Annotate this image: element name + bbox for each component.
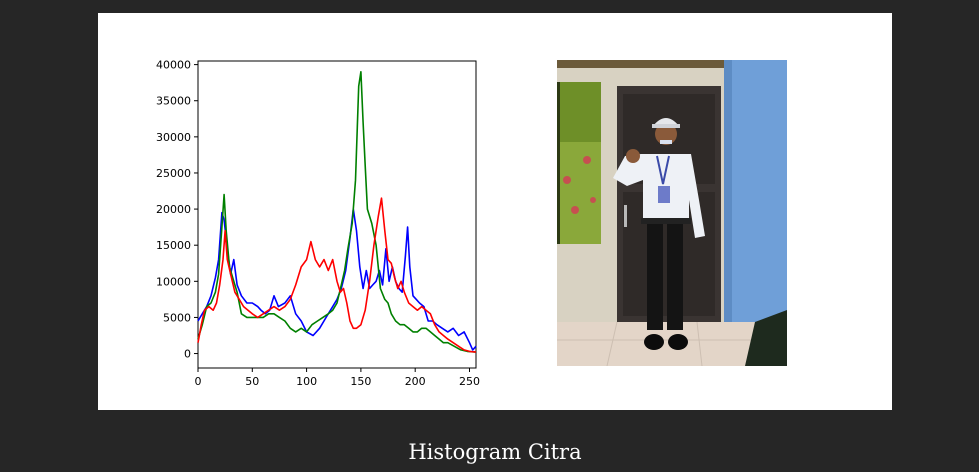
series-layer [197,70,477,353]
x-tick-label: 100 [296,375,317,388]
histogram-series-line-1 [197,70,477,353]
y-tick-label: 20000 [156,203,191,216]
y-tick-label: 35000 [156,95,191,108]
y-tick-label: 30000 [156,131,191,144]
person-photo [557,60,787,366]
x-tick-label: 0 [195,375,202,388]
y-tick-label: 0 [184,348,191,361]
y-tick-label: 10000 [156,275,191,288]
x-tick-label: 250 [459,375,480,388]
x-tick-label: 150 [350,375,371,388]
y-axis-ticks: 0 5000 10000 15000 20000 25000 30000 35000 40000 [156,59,198,361]
y-tick-label: 15000 [156,239,191,252]
figure-panel: 0 50 100 150 200 250 0 5000 10000 15000 20000 2500… [98,13,892,410]
y-tick-label: 5000 [163,311,191,324]
histogram-chart: 0 50 100 150 200 250 0 5000 10000 15000 20000 2500… [156,59,480,388]
y-tick-label: 25000 [156,167,191,180]
histogram-series-line-2 [197,197,477,353]
y-tick-label: 40000 [156,59,191,72]
x-axis-ticks: 0 50 100 150 200 250 [195,368,480,388]
plot-area-frame [197,60,477,369]
x-tick-label: 50 [245,375,259,388]
figure-caption: Histogram Citra [408,440,582,464]
x-tick-label: 200 [405,375,426,388]
